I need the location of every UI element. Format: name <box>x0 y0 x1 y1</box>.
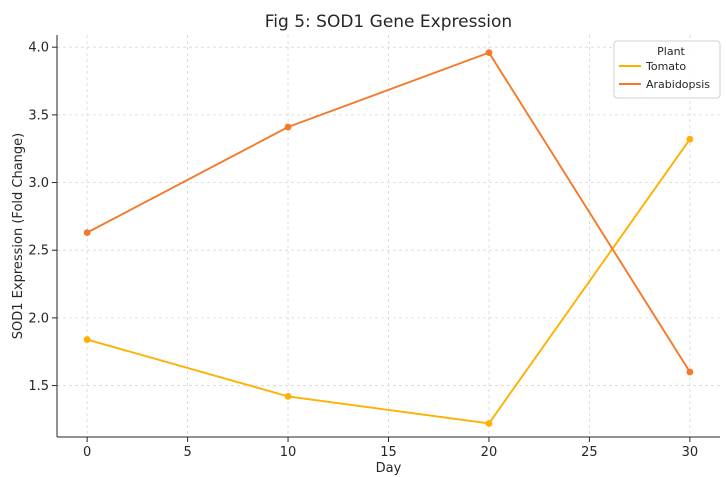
y-tick-label: 3.5 <box>28 108 49 123</box>
legend-label-tomato: Tomato <box>645 60 686 73</box>
legend-items: Tomato Arabidopsis <box>619 60 710 91</box>
chart-title: Fig 5: SOD1 Gene Expression <box>265 12 512 32</box>
series-lines <box>86 51 691 425</box>
ticks: 0 5 10 15 20 25 30 1.5 2.0 2.5 3.0 3.5 4.0 <box>28 41 698 460</box>
x-axis-label: Day <box>376 461 402 476</box>
data-point-tomato <box>83 336 91 343</box>
data-point-tomato <box>485 420 493 427</box>
y-tick-label: 4.0 <box>28 41 49 56</box>
data-point-tomato <box>284 392 292 400</box>
x-tick-label: 5 <box>183 445 191 460</box>
legend-label-arabidopsis: Arabidopsis <box>646 78 710 91</box>
data-point-arabidopsis <box>83 229 91 237</box>
series-line-tomato <box>86 138 691 425</box>
x-tick-label: 20 <box>481 445 498 460</box>
x-tick-label: 0 <box>83 445 91 460</box>
data-point-arabidopsis <box>284 123 292 131</box>
x-tick-label: 15 <box>380 445 397 460</box>
series-points <box>83 49 694 427</box>
y-tick-label: 2.0 <box>28 311 49 326</box>
data-point-tomato <box>686 135 694 143</box>
x-tick-label: 10 <box>280 445 297 460</box>
x-tick-label: 30 <box>682 445 699 460</box>
grid <box>57 35 720 437</box>
data-point-arabidopsis <box>485 49 493 56</box>
y-tick-label: 2.5 <box>28 244 49 259</box>
y-axis-label: SOD1 Expression (Fold Change) <box>11 133 26 339</box>
data-point-arabidopsis <box>686 368 694 376</box>
legend-title: Plant <box>657 45 685 58</box>
legend: Plant Tomato Arabidopsis <box>613 40 721 99</box>
series-line-arabidopsis <box>86 51 691 373</box>
y-tick-label: 3.0 <box>28 176 49 191</box>
x-tick-label: 25 <box>581 445 598 460</box>
y-tick-label: 1.5 <box>28 379 49 394</box>
